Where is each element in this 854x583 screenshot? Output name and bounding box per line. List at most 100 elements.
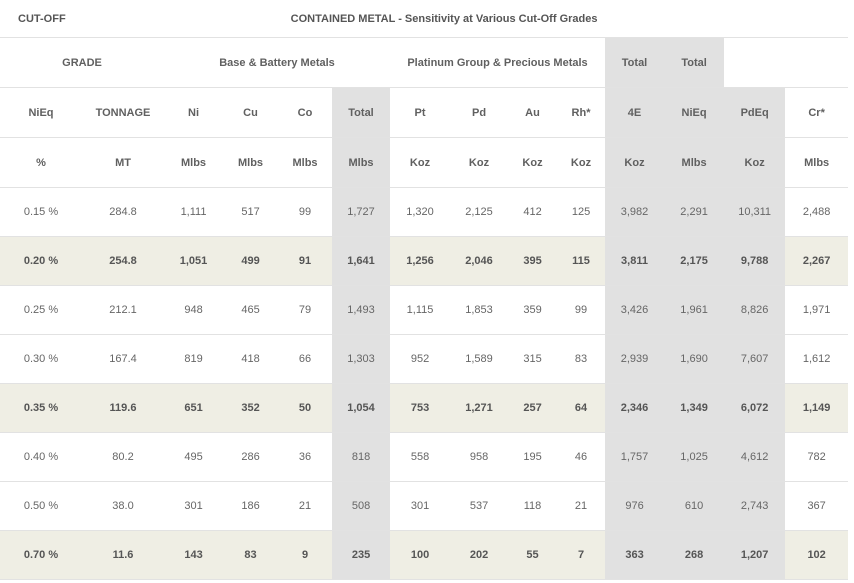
cell-co: 36 xyxy=(278,432,333,482)
cell-au: 359 xyxy=(508,285,558,335)
cell-cu: 286 xyxy=(223,432,279,482)
cell-cr: 1,971 xyxy=(785,285,849,335)
cutoff-label: CUT-OFF xyxy=(18,12,66,25)
cell-nieq-grade: 0.30 % xyxy=(0,334,82,384)
cell-pt: 1,320 xyxy=(390,187,451,237)
pgm-group-label: Platinum Group & Precious Metals xyxy=(390,37,606,88)
unit-header-au: Koz xyxy=(508,137,558,188)
cell-cu: 499 xyxy=(223,236,279,286)
cell-nieq-total: 1,690 xyxy=(664,334,725,384)
column-header-nieq-total: NiEq xyxy=(664,87,725,138)
cell-base-total: 1,641 xyxy=(332,236,391,286)
cell-co: 9 xyxy=(278,530,333,580)
cell-cr: 102 xyxy=(785,530,849,580)
cell-cu: 517 xyxy=(223,187,279,237)
cell-au: 412 xyxy=(508,187,558,237)
cell-cr: 2,488 xyxy=(785,187,849,237)
cell-4e: 3,811 xyxy=(605,236,665,286)
cell-base-total: 1,054 xyxy=(332,383,391,433)
cell-nieq-total: 1,961 xyxy=(664,285,725,335)
cell-rh: 99 xyxy=(557,285,606,335)
cell-cr: 1,149 xyxy=(785,383,849,433)
cell-au: 118 xyxy=(508,481,558,531)
cell-au: 257 xyxy=(508,383,558,433)
cell-tonnage: 80.2 xyxy=(82,432,165,482)
cell-co: 66 xyxy=(278,334,333,384)
group-header-row: GRADE Base & Battery Metals Platinum Gro… xyxy=(0,37,849,88)
cell-4e: 2,346 xyxy=(605,383,665,433)
cell-pd: 2,046 xyxy=(450,236,509,286)
column-header-pt: Pt xyxy=(390,87,451,138)
cell-pt: 753 xyxy=(390,383,451,433)
cell-cu: 418 xyxy=(223,334,279,384)
cell-nieq-grade: 0.50 % xyxy=(0,481,82,531)
cell-cu: 186 xyxy=(223,481,279,531)
cell-4e: 2,939 xyxy=(605,334,665,384)
cell-pt: 1,115 xyxy=(390,285,451,335)
cell-co: 91 xyxy=(278,236,333,286)
unit-header-co: Mlbs xyxy=(278,137,333,188)
cell-base-total: 1,493 xyxy=(332,285,391,335)
cell-ni: 948 xyxy=(164,285,224,335)
grade-group-label: GRADE xyxy=(0,37,165,88)
cell-ni: 651 xyxy=(164,383,224,433)
cell-nieq-grade: 0.70 % xyxy=(0,530,82,580)
table-row: 0.40 % 80.2 495 286 36 818 558 958 195 46 1,757 1,0… xyxy=(0,432,849,482)
cell-cr: 2,267 xyxy=(785,236,849,286)
table-row: 0.25 % 212.1 948 465 79 1,493 1,115 1,853 359 99 3… xyxy=(0,285,849,335)
cell-rh: 64 xyxy=(557,383,606,433)
unit-header-nieq-grade: % xyxy=(0,137,82,188)
column-header-row: NiEq TONNAGE Ni Cu Co Total Pt Pd Au Rh* 4E NiEq PdE… xyxy=(0,87,849,138)
cell-nieq-total: 1,025 xyxy=(664,432,725,482)
cell-tonnage: 254.8 xyxy=(82,236,165,286)
table-row: 0.15 % 284.8 1,111 517 99 1,727 1,320 2,125 412 1… xyxy=(0,187,849,237)
column-header-pdeq-total: PdEq xyxy=(724,87,786,138)
cell-nieq-total: 1,349 xyxy=(664,383,725,433)
cell-pdeq-total: 9,788 xyxy=(724,236,786,286)
unit-header-nieq-total: Mlbs xyxy=(664,137,725,188)
cell-pdeq-total: 7,607 xyxy=(724,334,786,384)
cell-pdeq-total: 2,743 xyxy=(724,481,786,531)
title-row: CUT-OFF CONTAINED METAL - Sensitivity at… xyxy=(0,0,848,38)
unit-header-cr: Mlbs xyxy=(785,137,849,188)
cell-rh: 115 xyxy=(557,236,606,286)
cell-nieq-grade: 0.20 % xyxy=(0,236,82,286)
cell-pdeq-total: 1,207 xyxy=(724,530,786,580)
column-header-ni: Ni xyxy=(164,87,224,138)
cell-tonnage: 38.0 xyxy=(82,481,165,531)
cell-co: 50 xyxy=(278,383,333,433)
cell-nieq-grade: 0.35 % xyxy=(0,383,82,433)
cell-cu: 352 xyxy=(223,383,279,433)
cell-pt: 100 xyxy=(390,530,451,580)
cell-pdeq-total: 6,072 xyxy=(724,383,786,433)
cell-au: 195 xyxy=(508,432,558,482)
unit-header-rh: Koz xyxy=(557,137,606,188)
cell-nieq-total: 2,291 xyxy=(664,187,725,237)
cell-4e: 3,982 xyxy=(605,187,665,237)
cell-pd: 537 xyxy=(450,481,509,531)
unit-header-row: % MT Mlbs Mlbs Mlbs Mlbs Koz Koz Koz Koz Koz Mlbs Ko… xyxy=(0,137,849,188)
column-header-nieq-grade: NiEq xyxy=(0,87,82,138)
unit-header-ni: Mlbs xyxy=(164,137,224,188)
cell-tonnage: 119.6 xyxy=(82,383,165,433)
cell-4e: 363 xyxy=(605,530,665,580)
cell-rh: 46 xyxy=(557,432,606,482)
cell-ni: 143 xyxy=(164,530,224,580)
cell-nieq-total: 610 xyxy=(664,481,725,531)
cell-au: 395 xyxy=(508,236,558,286)
column-header-base-total: Total xyxy=(332,87,391,138)
cell-co: 79 xyxy=(278,285,333,335)
column-header-cr: Cr* xyxy=(785,87,849,138)
cell-nieq-total: 2,175 xyxy=(664,236,725,286)
cell-nieq-grade: 0.40 % xyxy=(0,432,82,482)
unit-header-cu: Mlbs xyxy=(223,137,279,188)
cell-base-total: 235 xyxy=(332,530,391,580)
cell-cr: 782 xyxy=(785,432,849,482)
cell-base-total: 818 xyxy=(332,432,391,482)
cell-ni: 301 xyxy=(164,481,224,531)
column-header-4e: 4E xyxy=(605,87,665,138)
cell-co: 21 xyxy=(278,481,333,531)
cell-rh: 21 xyxy=(557,481,606,531)
